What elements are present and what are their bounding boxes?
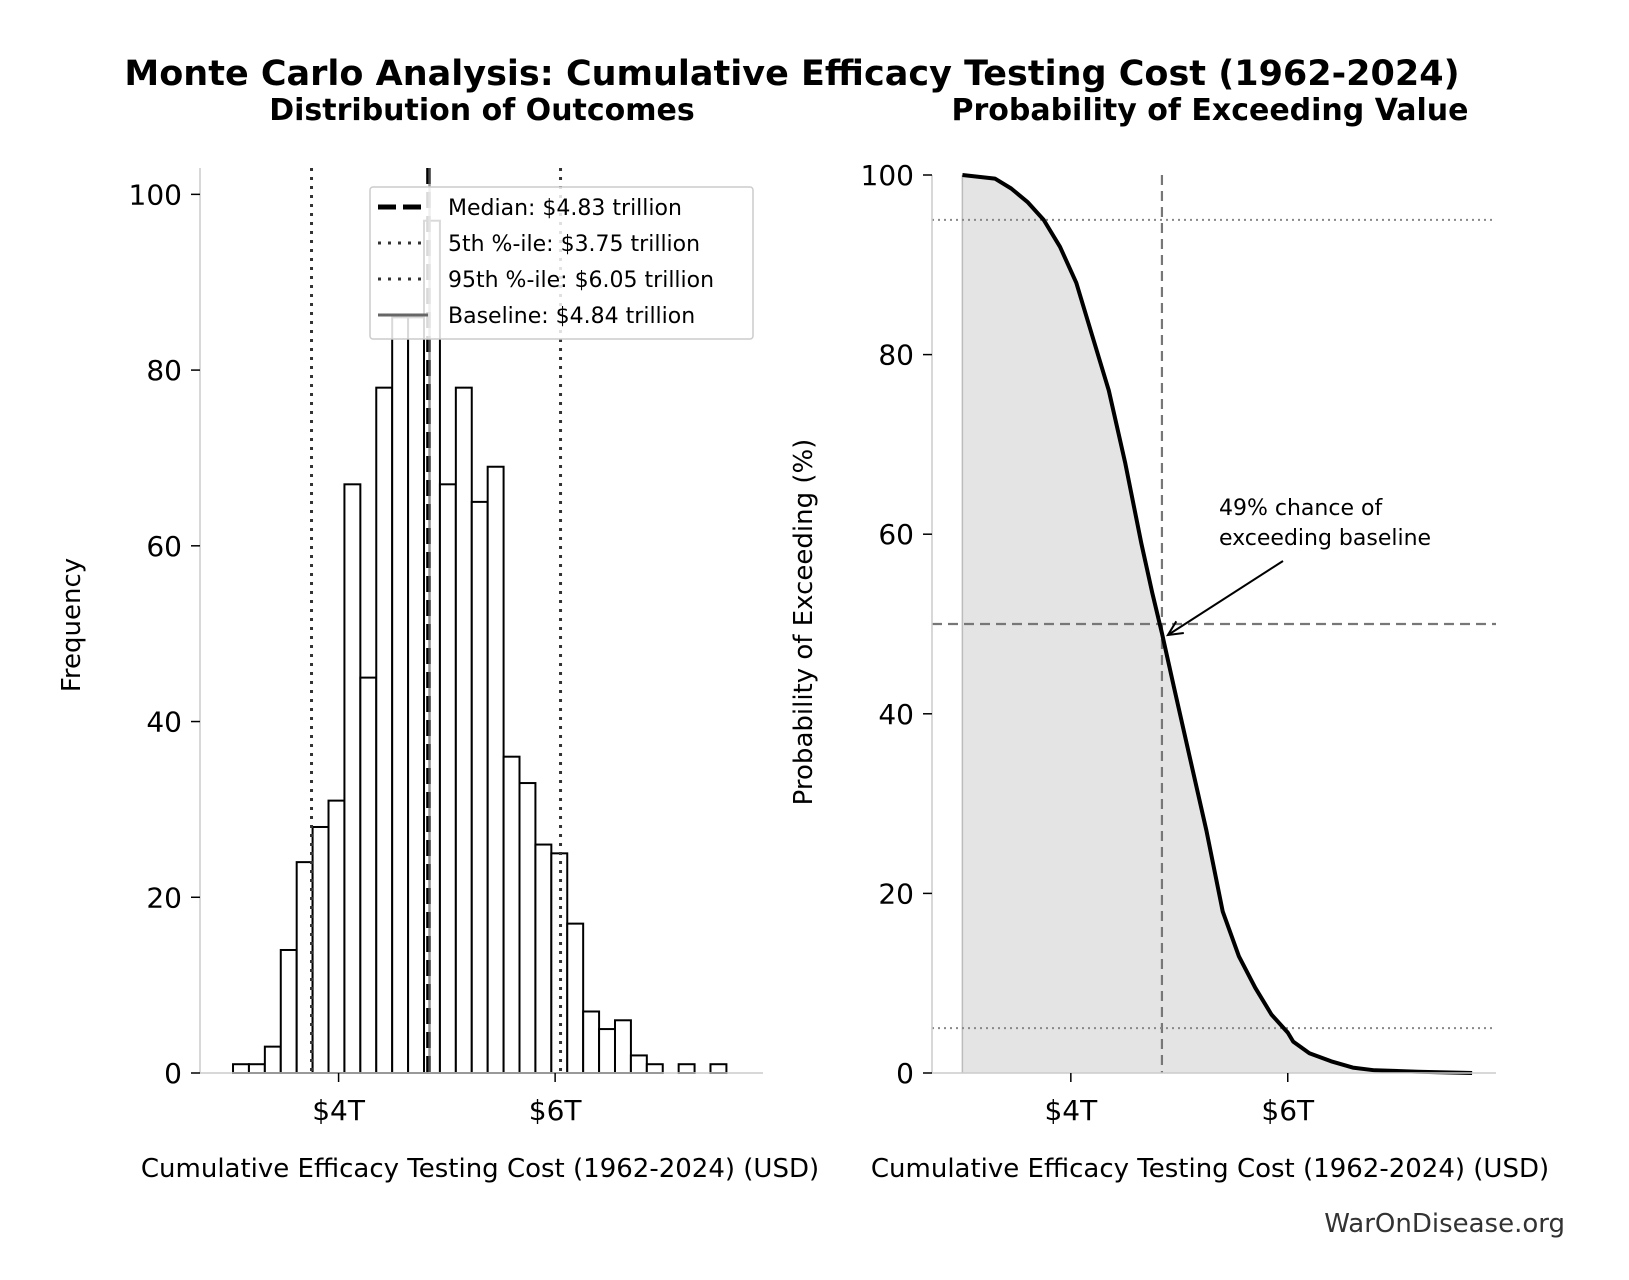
histogram-y-ticks: 0 20 40 60 80 100 <box>129 178 200 1090</box>
histogram-bar <box>566 922 585 1074</box>
exceedance-x-tick-label: $6T <box>1261 1094 1315 1127</box>
histogram-bar <box>550 852 569 1074</box>
histogram-y-tick-label: 0 <box>164 1057 182 1090</box>
histogram-bar <box>263 1045 282 1074</box>
histogram-y-tick-label: 20 <box>146 881 182 914</box>
histogram-bar <box>709 1063 728 1075</box>
annotation-line-1: 49% chance of <box>1219 496 1383 521</box>
histogram-bar <box>454 386 473 1074</box>
exceedance-panel: 0 20 40 60 80 100 $4T $6T Cumulative Efficacy … <box>789 159 1549 1184</box>
exceedance-y-ticks: 0 20 40 60 80 100 <box>861 159 932 1090</box>
histogram-bar <box>502 755 521 1074</box>
exceedance-y-tick-label: 60 <box>878 518 914 551</box>
histogram-bar <box>375 386 394 1074</box>
histogram-y-axis-label: Frequency <box>57 558 87 692</box>
legend-baseline-label: Baseline: $4.84 trillion <box>448 304 695 329</box>
exceedance-y-axis-label: Probability of Exceeding (%) <box>789 439 819 806</box>
histogram-bar <box>518 782 537 1074</box>
histogram-bar <box>470 500 489 1074</box>
histogram-bar <box>247 1063 266 1075</box>
histogram-bar <box>391 316 410 1074</box>
baseline-annotation: 49% chance of exceeding baseline <box>1165 496 1431 637</box>
legend-median-label: Median: $4.83 trillion <box>448 196 682 221</box>
exceedance-title: Probability of Exceeding Value <box>951 93 1468 128</box>
histogram-x-axis-label: Cumulative Efficacy Testing Cost (1962-2… <box>141 1154 819 1184</box>
annotation-line-2: exceeding baseline <box>1219 526 1431 551</box>
exceedance-x-ticks: $4T $6T <box>1044 1073 1315 1127</box>
exceedance-x-axis-label: Cumulative Efficacy Testing Cost (1962-2… <box>871 1154 1549 1184</box>
annotation-arrowhead <box>1165 620 1184 637</box>
exceedance-y-tick-label: 100 <box>861 159 914 192</box>
figure-title: Monte Carlo Analysis: Cumulative Efficac… <box>124 54 1459 94</box>
exceedance-y-tick-label: 80 <box>878 339 914 372</box>
histogram-x-tick-label: $4T <box>312 1094 366 1127</box>
histogram-y-tick-label: 100 <box>129 178 182 211</box>
exceedance-fill-area <box>962 175 1473 1073</box>
histogram-bar <box>279 948 298 1075</box>
legend-box <box>369 186 754 340</box>
histogram-x-ticks: $4T $6T <box>312 1073 582 1127</box>
watermark: WarOnDisease.org <box>1324 1209 1565 1239</box>
legend-p5-label: 5th %-ile: $3.75 trillion <box>448 232 700 257</box>
legend-p95-label: 95th %-ile: $6.05 trillion <box>448 268 714 293</box>
histogram-bar <box>598 1028 616 1075</box>
histogram-y-tick-label: 80 <box>146 354 182 387</box>
histogram-bars <box>232 219 728 1075</box>
histogram-bar <box>327 799 346 1074</box>
histogram-bar <box>645 1063 664 1075</box>
histogram-bar <box>311 825 330 1075</box>
histogram-bar <box>359 676 378 1074</box>
histogram-y-tick-label: 40 <box>146 706 182 739</box>
histogram-bar <box>438 483 457 1074</box>
histogram-bar <box>677 1063 696 1075</box>
histogram-y-tick-label: 60 <box>146 530 182 563</box>
histogram-bar <box>343 483 362 1074</box>
exceedance-y-tick-label: 20 <box>878 877 914 910</box>
exceedance-x-tick-label: $4T <box>1044 1094 1098 1127</box>
histogram-bar <box>629 1054 648 1074</box>
exceedance-y-tick-label: 0 <box>896 1057 914 1090</box>
histogram-legend: Median: $4.83 trillion 5th %-ile: $3.75 … <box>369 186 754 340</box>
histogram-bar <box>582 1010 601 1074</box>
histogram-bar <box>613 1019 632 1074</box>
histogram-bar <box>534 843 553 1075</box>
exceedance-y-tick-label: 40 <box>878 698 914 731</box>
histogram-panel: 0 20 40 60 80 100 $4T $6T Cumulative Efficacy … <box>57 168 819 1184</box>
exceedance-curve-line <box>962 173 1473 1075</box>
histogram-bar <box>486 465 505 1074</box>
annotation-arrow <box>1167 560 1284 636</box>
histogram-x-tick-label: $6T <box>529 1094 583 1127</box>
histogram-title: Distribution of Outcomes <box>269 93 695 128</box>
histogram-bar <box>407 316 426 1074</box>
histogram-bar <box>232 1063 250 1075</box>
exceedance-reference-lines <box>932 175 1496 1073</box>
